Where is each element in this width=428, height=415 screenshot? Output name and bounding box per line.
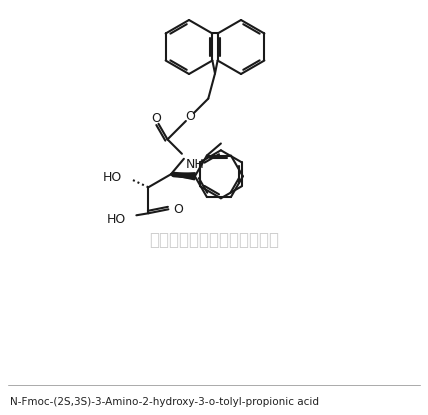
Text: 上海修美新材料科技有限公司: 上海修美新材料科技有限公司 [149,231,279,249]
Text: O: O [152,112,161,125]
Text: O: O [185,110,195,124]
Text: N-Fmoc-(2S,3S)-3-Amino-2-hydroxy-3-o-tolyl-propionic acid: N-Fmoc-(2S,3S)-3-Amino-2-hydroxy-3-o-tol… [10,397,319,407]
Text: HO: HO [103,171,122,184]
Text: HO: HO [107,213,126,226]
Text: O: O [173,203,183,216]
Polygon shape [171,173,195,180]
Text: NH: NH [186,158,205,171]
